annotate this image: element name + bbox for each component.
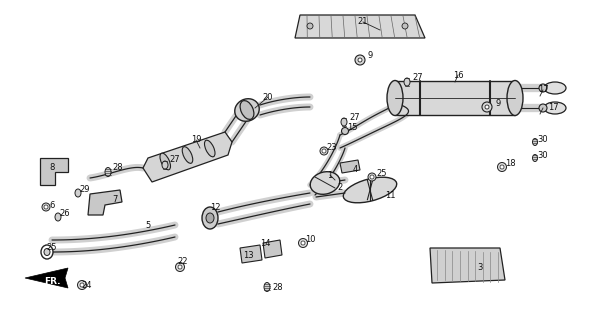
Ellipse shape	[368, 173, 376, 181]
Ellipse shape	[485, 105, 489, 109]
Text: 21: 21	[358, 18, 368, 27]
Text: 28: 28	[113, 164, 123, 172]
Ellipse shape	[301, 241, 305, 245]
Text: 16: 16	[453, 70, 463, 79]
Text: 17: 17	[548, 103, 558, 113]
Ellipse shape	[497, 163, 506, 172]
Text: 27: 27	[170, 156, 181, 164]
Text: 9: 9	[496, 99, 501, 108]
Ellipse shape	[175, 262, 185, 271]
Ellipse shape	[162, 161, 168, 169]
Ellipse shape	[320, 147, 328, 155]
Text: 5: 5	[145, 220, 150, 229]
Text: 24: 24	[82, 281, 92, 290]
Ellipse shape	[42, 203, 50, 211]
Text: 11: 11	[385, 190, 395, 199]
Ellipse shape	[507, 81, 523, 116]
Ellipse shape	[500, 165, 504, 169]
Text: 2: 2	[337, 183, 343, 193]
Polygon shape	[295, 15, 425, 38]
Text: 22: 22	[178, 258, 188, 267]
Text: 1: 1	[327, 171, 333, 180]
Text: 14: 14	[260, 238, 270, 247]
Text: 28: 28	[273, 283, 283, 292]
Text: 23: 23	[327, 143, 337, 153]
Text: 27: 27	[350, 114, 360, 123]
Ellipse shape	[178, 265, 182, 269]
Text: 25: 25	[377, 169, 387, 178]
Text: 9: 9	[368, 51, 373, 60]
Text: 30: 30	[537, 150, 548, 159]
Ellipse shape	[205, 140, 215, 157]
Ellipse shape	[206, 213, 214, 223]
Text: 18: 18	[504, 158, 515, 167]
Text: 27: 27	[412, 74, 423, 83]
Text: 17: 17	[537, 85, 548, 94]
Ellipse shape	[539, 84, 547, 92]
Text: 7: 7	[112, 196, 117, 204]
Ellipse shape	[482, 102, 492, 112]
Ellipse shape	[533, 155, 537, 162]
Polygon shape	[340, 160, 360, 173]
Text: 10: 10	[305, 236, 315, 244]
Ellipse shape	[370, 175, 374, 179]
Ellipse shape	[342, 127, 349, 134]
Ellipse shape	[202, 207, 218, 229]
Ellipse shape	[41, 245, 53, 259]
Ellipse shape	[343, 177, 396, 203]
Ellipse shape	[310, 172, 340, 194]
Text: 4: 4	[352, 165, 358, 174]
Text: 19: 19	[191, 135, 201, 145]
Ellipse shape	[404, 78, 410, 86]
Text: 6: 6	[50, 201, 55, 210]
Ellipse shape	[533, 139, 537, 146]
Text: 30: 30	[537, 135, 548, 145]
Text: 29: 29	[80, 186, 90, 195]
Ellipse shape	[544, 82, 566, 94]
Ellipse shape	[44, 249, 50, 255]
Polygon shape	[263, 240, 282, 258]
Ellipse shape	[402, 23, 408, 29]
Polygon shape	[240, 245, 262, 263]
Ellipse shape	[75, 189, 81, 197]
Text: 25: 25	[47, 244, 57, 252]
Ellipse shape	[544, 102, 566, 114]
Ellipse shape	[105, 167, 111, 177]
Text: 15: 15	[347, 124, 358, 132]
Ellipse shape	[358, 58, 362, 62]
Ellipse shape	[80, 283, 84, 287]
Ellipse shape	[355, 55, 365, 65]
Ellipse shape	[322, 149, 326, 153]
Ellipse shape	[182, 147, 193, 163]
Ellipse shape	[264, 283, 270, 292]
Ellipse shape	[44, 205, 48, 209]
Text: 3: 3	[477, 263, 483, 273]
Polygon shape	[40, 158, 68, 185]
Ellipse shape	[387, 81, 403, 116]
Text: 8: 8	[50, 163, 55, 172]
Ellipse shape	[539, 104, 547, 112]
Ellipse shape	[160, 153, 171, 170]
Ellipse shape	[55, 213, 61, 221]
Polygon shape	[25, 268, 68, 288]
Ellipse shape	[299, 238, 307, 247]
Ellipse shape	[307, 23, 313, 29]
Ellipse shape	[77, 281, 87, 290]
Text: 26: 26	[60, 209, 70, 218]
Ellipse shape	[235, 99, 259, 121]
Ellipse shape	[240, 100, 254, 119]
Text: 13: 13	[242, 251, 253, 260]
Ellipse shape	[341, 118, 347, 126]
Text: 20: 20	[263, 92, 273, 101]
Polygon shape	[88, 190, 122, 215]
Text: 12: 12	[210, 204, 220, 212]
Polygon shape	[143, 132, 232, 182]
Polygon shape	[395, 81, 515, 115]
Text: FR.: FR.	[44, 277, 60, 286]
Polygon shape	[430, 248, 505, 283]
